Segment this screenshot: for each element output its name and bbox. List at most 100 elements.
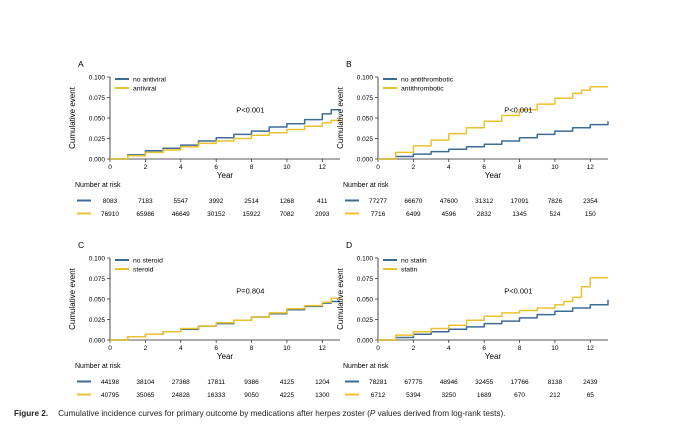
risk-value: 8138 <box>548 379 563 386</box>
panel-c: C 0.000 0.025 0.050 0.075 0.100 0 2 4 6 8 10 12 Year C… <box>68 240 340 399</box>
x-axis-label: Year <box>485 171 502 180</box>
y-tick-label: 0.000 <box>89 338 106 345</box>
x-axis-label: Year <box>217 352 234 361</box>
panel-b: B 0.000 0.025 0.050 0.075 0.100 0 2 4 6 8 10 12 Year C… <box>336 59 609 218</box>
risk-value: 150 <box>585 211 596 218</box>
risk-value: 76910 <box>101 211 119 218</box>
y-tick-label: 0.075 <box>89 95 106 102</box>
caption-label: Figure 2. <box>14 409 49 418</box>
risk-value: 1300 <box>315 392 330 399</box>
risk-value: 32455 <box>475 379 493 386</box>
caption-italic: P <box>369 409 376 418</box>
x-tick-label: 10 <box>551 164 559 171</box>
risk-table-title: Number at risk <box>343 182 389 189</box>
panel-letter: C <box>78 240 84 250</box>
series-line-no-antithrombotic <box>378 121 609 160</box>
risk-value: 212 <box>549 392 560 399</box>
y-axis-label: Cumulative event <box>336 267 345 330</box>
risk-value: 1345 <box>512 211 527 218</box>
x-tick-label: 2 <box>412 164 416 171</box>
y-tick-label: 0.050 <box>357 297 374 304</box>
x-tick-label: 6 <box>482 164 486 171</box>
y-tick-label: 0.100 <box>89 256 106 263</box>
x-tick-label: 0 <box>376 164 380 171</box>
y-tick-label: 0.100 <box>357 75 374 82</box>
legend-label: no steroid <box>133 258 163 265</box>
y-tick-label: 0.075 <box>357 95 374 102</box>
x-axis-label: Year <box>485 352 502 361</box>
risk-value: 3992 <box>209 198 224 205</box>
x-tick-label: 12 <box>587 164 595 171</box>
risk-value: 31312 <box>475 198 493 205</box>
series-line-no-statin <box>378 299 609 341</box>
x-tick-label: 10 <box>551 345 559 352</box>
risk-value: 1204 <box>315 379 330 386</box>
x-tick-label: 6 <box>214 345 218 352</box>
x-tick-label: 10 <box>283 345 291 352</box>
y-tick-label: 0.000 <box>357 338 374 345</box>
risk-value: 77277 <box>369 198 387 205</box>
risk-value: 65 <box>587 392 595 399</box>
panel-d: D 0.000 0.025 0.050 0.075 0.100 0 2 4 6 8 10 12 Year C… <box>336 240 609 399</box>
risk-value: 9386 <box>244 379 259 386</box>
risk-value: 6499 <box>406 211 421 218</box>
risk-value: 30152 <box>207 211 225 218</box>
series-line-no-steroid <box>110 300 340 341</box>
x-tick-label: 8 <box>518 164 522 171</box>
x-tick-label: 10 <box>283 164 291 171</box>
x-tick-label: 2 <box>144 345 148 352</box>
y-tick-label: 0.050 <box>89 116 106 123</box>
series-line-antiviral <box>110 118 341 160</box>
risk-table-title: Number at risk <box>75 182 121 189</box>
panel-letter: A <box>78 59 84 69</box>
x-tick-label: 2 <box>412 345 416 352</box>
legend-label: no antithrombotic <box>401 77 454 84</box>
y-tick-label: 0.025 <box>89 317 106 324</box>
x-tick-label: 6 <box>214 164 218 171</box>
series-line-statin <box>378 276 608 341</box>
y-tick-label: 0.025 <box>357 317 374 324</box>
caption-text-before: Cumulative incidence curves for primary … <box>58 409 370 418</box>
x-tick-label: 12 <box>319 345 327 352</box>
x-tick-label: 8 <box>250 345 254 352</box>
risk-value: 2439 <box>583 379 598 386</box>
y-axis-label: Cumulative event <box>336 86 345 149</box>
legend-label: no statin <box>401 258 427 265</box>
risk-value: 47600 <box>440 198 458 205</box>
series-line-steroid <box>110 297 340 341</box>
risk-value: 44198 <box>101 379 119 386</box>
risk-value: 48946 <box>440 379 458 386</box>
p-value: P<0.001 <box>504 105 532 114</box>
risk-value: 17766 <box>510 379 528 386</box>
panel-letter: D <box>346 240 352 250</box>
caption-text-after: values derived from log-rank tests). <box>375 409 506 418</box>
risk-value: 670 <box>514 392 525 399</box>
y-tick-label: 0.000 <box>357 157 374 164</box>
x-axis-label: Year <box>217 171 234 180</box>
x-tick-label: 8 <box>518 345 522 352</box>
risk-value: 2354 <box>583 198 598 205</box>
risk-value: 7082 <box>280 211 295 218</box>
risk-value: 1268 <box>280 198 295 205</box>
y-axis-label: Cumulative event <box>68 267 77 330</box>
legend-label: steroid <box>133 267 154 274</box>
risk-table-title: Number at risk <box>75 363 121 370</box>
x-tick-label: 12 <box>319 164 327 171</box>
risk-value: 38104 <box>136 379 154 386</box>
risk-value: 2832 <box>477 211 492 218</box>
series-line-no-antiviral <box>110 109 340 160</box>
y-tick-label: 0.025 <box>357 136 374 143</box>
x-tick-label: 4 <box>447 345 451 352</box>
x-tick-label: 4 <box>447 164 451 171</box>
risk-value: 4596 <box>442 211 457 218</box>
y-tick-label: 0.050 <box>357 116 374 123</box>
risk-value: 7716 <box>371 211 386 218</box>
x-tick-label: 12 <box>587 345 595 352</box>
y-tick-label: 0.100 <box>357 256 374 263</box>
x-tick-label: 4 <box>179 345 183 352</box>
risk-value: 4125 <box>280 379 295 386</box>
p-value: P=0.804 <box>236 286 264 295</box>
legend-label: antithrombotic <box>401 86 444 93</box>
risk-value: 24828 <box>172 392 190 399</box>
p-value: P<0.001 <box>504 286 532 295</box>
